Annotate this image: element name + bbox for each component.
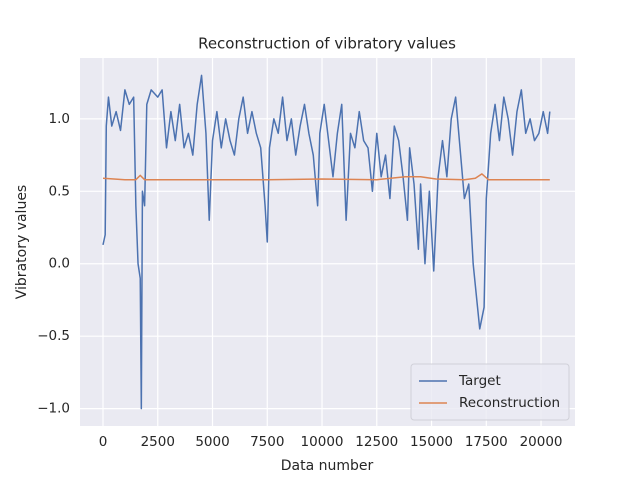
x-tick-label: 17500 xyxy=(465,434,508,450)
legend-label: Target xyxy=(458,373,501,389)
series-line xyxy=(102,173,550,181)
chart-title: Reconstruction of vibratory values xyxy=(198,35,456,53)
legend-label: Reconstruction xyxy=(459,395,560,411)
x-tick-label: 12500 xyxy=(355,434,398,450)
x-tick-label: 5000 xyxy=(195,434,229,450)
y-tick-label: 0.5 xyxy=(49,183,70,199)
x-tick-label: 15000 xyxy=(410,434,453,450)
y-tick-label: 1.0 xyxy=(49,111,70,127)
x-axis-label: Data number xyxy=(281,458,374,474)
x-tick-label: 0 xyxy=(99,434,108,450)
x-tick-label: 7500 xyxy=(250,434,284,450)
legend-box xyxy=(410,363,570,421)
y-tick-label: −1.0 xyxy=(37,401,70,417)
y-axis-label: Vibratory values xyxy=(14,185,30,299)
x-tick-label: 20000 xyxy=(520,434,563,450)
x-tick-label: 2500 xyxy=(141,434,175,450)
y-tick-label: −0.5 xyxy=(37,328,70,344)
y-tick-label: 0.0 xyxy=(49,256,70,272)
x-tick-label: 10000 xyxy=(301,434,344,450)
series-line xyxy=(102,74,551,410)
